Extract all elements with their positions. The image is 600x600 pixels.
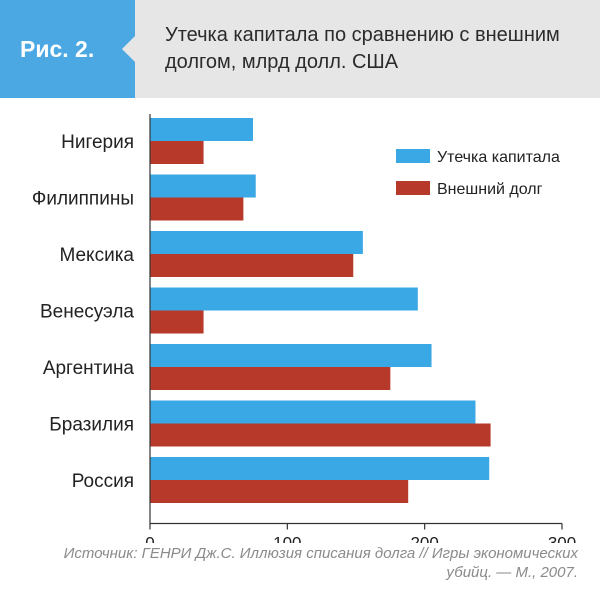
chart-legend: Утечка капитала Внешний долг [396,149,560,198]
figure-badge: Рис. 2. [0,0,135,98]
legend-swatch-capital-flight [396,149,430,163]
figure-label: Рис. 2. [20,36,95,62]
bar-external-debt-2 [150,254,354,277]
category-labels: Нигерия Филиппины Мексика Венесуэла Аргентин… [32,132,135,492]
category-label: Мексика [59,245,134,266]
bar-external-debt-5 [150,423,491,447]
value-axis-ticks: 0 100 200 300 [145,523,576,544]
category-label: Аргентина [43,358,135,379]
source-note: Источник: ГЕНРИ Дж.С. Иллюзия списания д… [63,545,578,581]
bar-external-debt-3 [150,310,204,334]
legend-label-external-debt: Внешний долг [437,181,543,198]
bar-external-debt-1 [150,197,244,221]
legend-swatch-external-debt [396,181,430,195]
figure-header: Рис. 2. Утечка капитала по сравнению с в… [0,0,600,98]
value-tick-label: 100 [273,534,301,544]
value-tick-label: 200 [410,534,438,544]
chart-bars [150,118,491,503]
bar-capital-flight-3 [150,287,418,311]
badge-shape [0,0,135,98]
category-label: Филиппины [32,189,134,210]
bar-capital-flight-4 [150,344,432,367]
value-tick-label: 300 [548,534,576,544]
bar-capital-flight-0 [150,118,253,141]
bar-capital-flight-1 [150,174,256,198]
category-label: Россия [72,471,134,492]
legend-label-capital-flight: Утечка капитала [437,149,560,166]
category-label: Венесуэла [40,302,134,323]
bar-capital-flight-6 [150,457,490,480]
bar-chart: 0 100 200 300 Нигерия Филиппины Мексика Венесу… [32,114,576,544]
value-tick-label: 0 [145,534,154,544]
chart-title: Утечка капитала по сравнению с внешним д… [165,24,560,73]
category-label: Нигерия [61,132,134,153]
bar-capital-flight-2 [150,231,363,254]
bar-capital-flight-5 [150,400,476,424]
category-label: Бразилия [49,415,134,436]
bar-external-debt-0 [150,141,204,164]
bar-external-debt-6 [150,480,409,503]
bar-external-debt-4 [150,367,391,390]
